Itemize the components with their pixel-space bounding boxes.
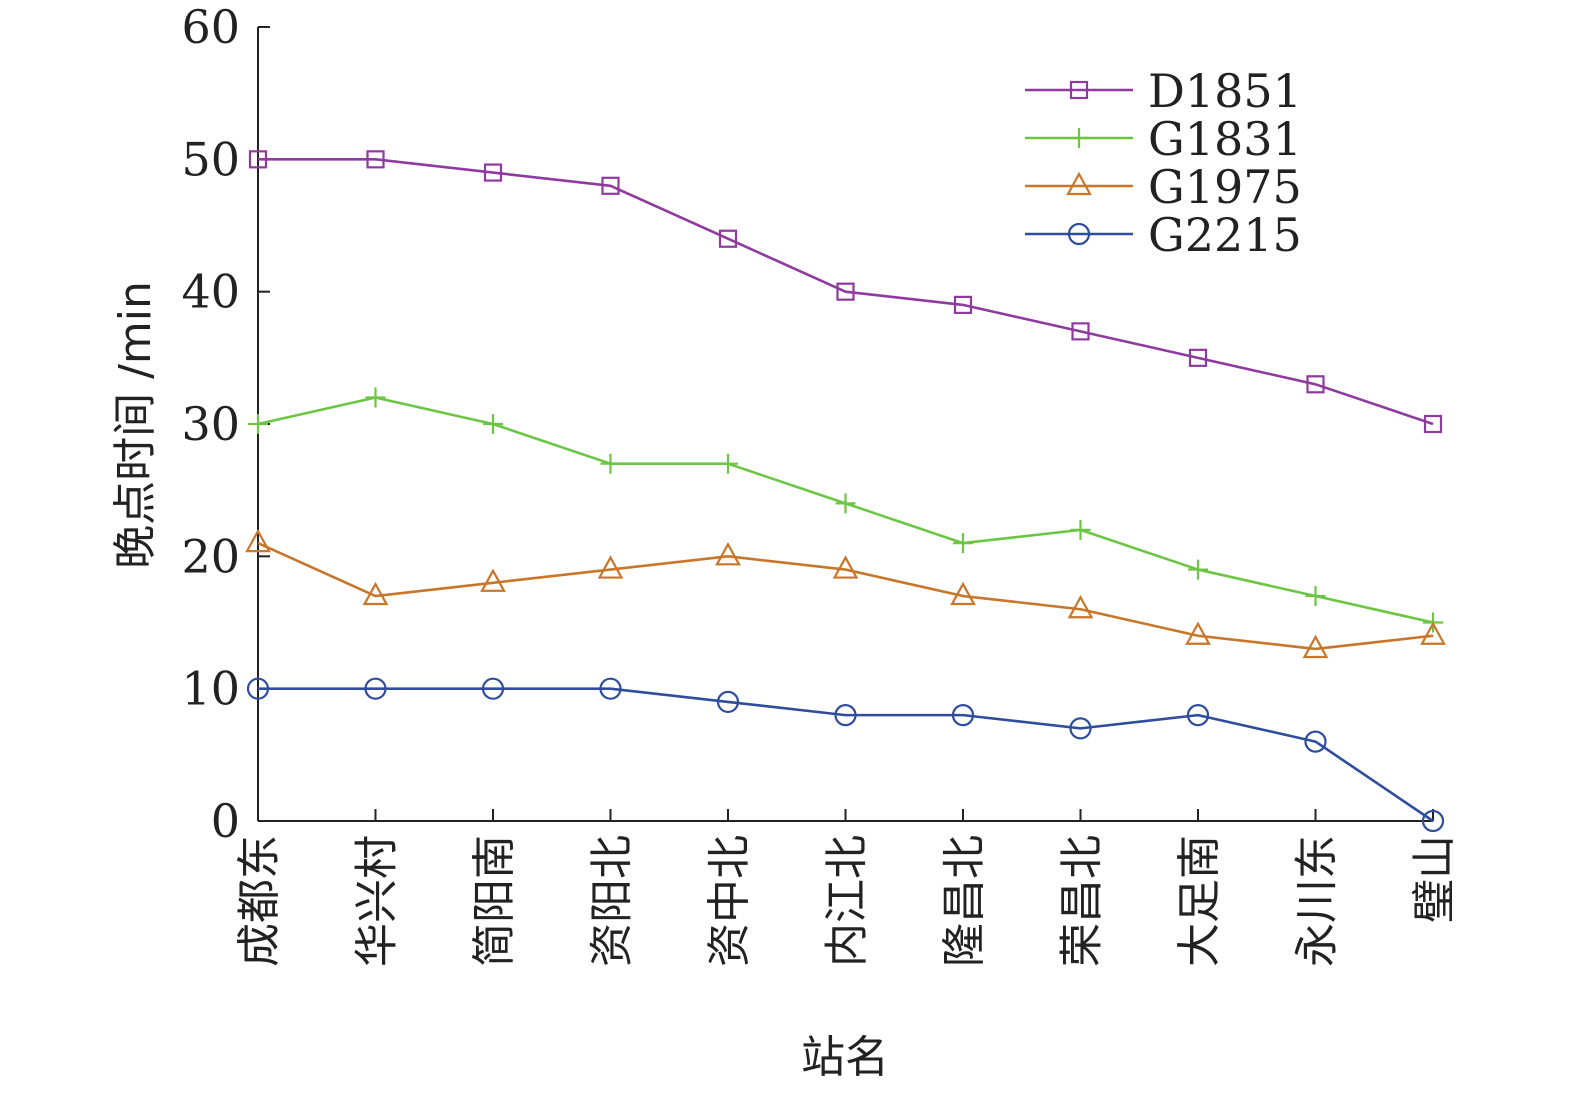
data-point <box>832 555 859 579</box>
x-tick-label: 大足南 <box>1174 835 1225 967</box>
x-tick-label: 永川东 <box>1292 835 1343 967</box>
data-point <box>1306 375 1325 394</box>
legend-entry: D1851 <box>1025 64 1302 118</box>
legend-label: G2215 <box>1148 208 1302 262</box>
data-point <box>601 176 620 195</box>
data-point <box>1423 414 1443 434</box>
data-point <box>1188 348 1208 367</box>
y-tick-label: 10 <box>181 662 240 716</box>
x-axis-title: 站名 <box>801 1032 889 1083</box>
data-point <box>1302 634 1329 659</box>
data-point <box>1071 322 1090 341</box>
data-point <box>1420 621 1446 645</box>
series-line <box>258 687 1434 823</box>
data-point <box>835 493 856 514</box>
y-tick-label: 60 <box>181 0 240 54</box>
legend-marker <box>1066 171 1092 196</box>
series-line <box>257 541 1434 651</box>
x-tick-label: 资中北 <box>704 835 755 967</box>
data-point <box>951 704 975 727</box>
legend-marker <box>1067 222 1091 246</box>
data-point <box>364 677 387 700</box>
data-point <box>1070 519 1091 540</box>
data-point <box>836 282 855 301</box>
x-tick-label: 隆昌北 <box>939 835 990 967</box>
data-point <box>248 414 268 434</box>
legend-entry: G2215 <box>1025 208 1302 262</box>
data-point <box>600 453 621 474</box>
series-D1851 <box>248 150 1443 434</box>
series-line <box>258 158 1434 426</box>
legend-label: D1851 <box>1148 64 1302 118</box>
data-point <box>716 690 740 714</box>
x-tick-label: 成都东 <box>234 835 285 967</box>
data-point <box>365 387 386 408</box>
data-point <box>1421 809 1445 833</box>
x-tick-label: 内江北 <box>822 835 873 967</box>
series-layer <box>245 150 1446 833</box>
data-point <box>597 555 624 579</box>
x-tick-label: 华兴村 <box>352 835 403 967</box>
data-point <box>246 677 270 700</box>
data-point <box>718 453 738 474</box>
data-point <box>1186 704 1210 727</box>
data-point <box>953 533 973 554</box>
y-tick-label: 20 <box>181 529 240 583</box>
y-axis-title: 晚点时间 /min <box>110 281 161 569</box>
y-tick-label: 30 <box>181 397 240 451</box>
legend-label: G1831 <box>1148 112 1302 166</box>
legend-entry: G1975 <box>1025 160 1302 214</box>
data-point <box>834 704 857 727</box>
legend-entry: G1831 <box>1025 112 1302 166</box>
y-tick-label: 0 <box>211 794 240 848</box>
data-point <box>1067 594 1094 619</box>
data-point <box>248 150 268 169</box>
data-point <box>362 581 389 606</box>
data-point <box>245 528 271 553</box>
data-point <box>953 295 973 314</box>
data-point <box>718 229 738 248</box>
data-point <box>1188 559 1208 580</box>
data-point <box>1305 586 1326 607</box>
x-tick-label: 璧山 <box>1409 835 1460 923</box>
data-point <box>1185 621 1211 645</box>
data-point <box>1069 717 1092 740</box>
data-point <box>483 163 503 182</box>
data-point <box>480 568 506 592</box>
data-point <box>481 677 505 700</box>
axes: 0 10 20 30 40 50 60 成都东 华兴村 简阳南 资阳北 资中北 内江北 隆昌北 荣昌北 大足南… <box>181 0 1460 967</box>
series-G2215 <box>246 677 1445 833</box>
data-point <box>715 542 741 566</box>
legend-marker <box>1069 128 1089 148</box>
x-tick-label: 简阳南 <box>469 835 520 967</box>
y-tick-label: 40 <box>181 265 240 319</box>
x-tick-label: 荣昌北 <box>1057 835 1108 967</box>
data-point <box>1304 730 1327 753</box>
x-tick-label: 资阳北 <box>587 835 638 967</box>
data-point <box>483 414 503 434</box>
series-G1975 <box>245 528 1446 659</box>
data-point <box>950 581 976 606</box>
y-tick-label: 50 <box>181 132 240 186</box>
legend-marker <box>1069 80 1089 100</box>
legend-label: G1975 <box>1148 160 1302 214</box>
series-G1831 <box>248 387 1443 633</box>
data-point <box>366 150 385 169</box>
data-point <box>599 677 622 700</box>
